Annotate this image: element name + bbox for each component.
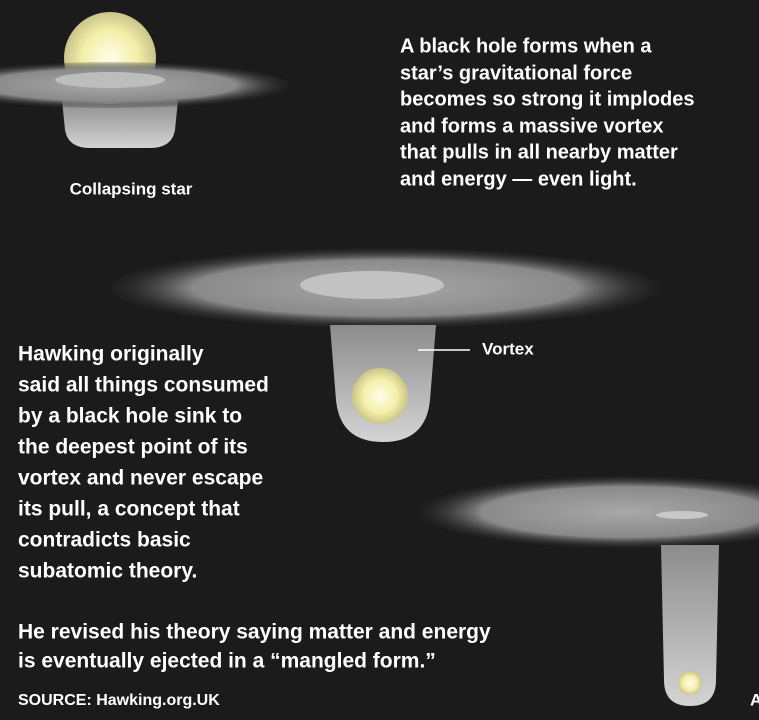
hawking-line: its pull, a concept that xyxy=(18,498,240,521)
hawking-line: subatomic theory. xyxy=(18,560,197,583)
intro-line: becomes so strong it implodes xyxy=(400,88,695,110)
hawking-line: the deepest point of its xyxy=(18,436,248,459)
hawking-line: contradicts basic xyxy=(18,529,191,552)
vortex-label: Vortex xyxy=(482,339,534,358)
intro-line: A black hole forms when a xyxy=(400,35,652,57)
infographic: A black hole forms when a star’s gravita… xyxy=(0,0,759,720)
revision-line: He revised his theory saying matter and … xyxy=(18,621,491,644)
hawking-line: said all things consumed xyxy=(18,374,269,397)
page: A black hole forms when a star’s gravita… xyxy=(0,0,759,720)
intro-line: that pulls in all nearby matter xyxy=(400,141,678,163)
hawking-line: Hawking originally xyxy=(18,343,204,366)
intro-line: star’s gravitational force xyxy=(400,62,632,84)
collapsing-star-label: Collapsing star xyxy=(70,179,193,198)
corner-label: A xyxy=(750,690,759,709)
hawking-line: by a black hole sink to xyxy=(18,405,242,428)
hawking-line: vortex and never escape xyxy=(18,467,263,490)
revision-line: is eventually ejected in a “mangled form… xyxy=(18,650,436,673)
intro-line: and energy — even light. xyxy=(400,168,637,190)
source: SOURCE: Hawking.org.UK xyxy=(18,692,220,709)
intro-line: and forms a massive vortex xyxy=(400,115,663,137)
